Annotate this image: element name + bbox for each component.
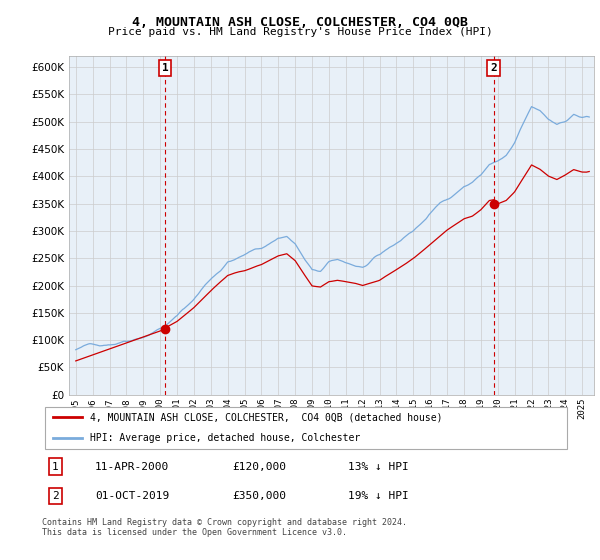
- Text: 2: 2: [52, 491, 59, 501]
- Text: £350,000: £350,000: [232, 491, 286, 501]
- Text: 4, MOUNTAIN ASH CLOSE, COLCHESTER, CO4 0QB: 4, MOUNTAIN ASH CLOSE, COLCHESTER, CO4 0…: [132, 16, 468, 29]
- Text: 4, MOUNTAIN ASH CLOSE, COLCHESTER,  CO4 0QB (detached house): 4, MOUNTAIN ASH CLOSE, COLCHESTER, CO4 0…: [89, 412, 442, 422]
- FancyBboxPatch shape: [44, 407, 568, 449]
- Text: 2: 2: [490, 63, 497, 73]
- Text: HPI: Average price, detached house, Colchester: HPI: Average price, detached house, Colc…: [89, 433, 360, 444]
- Text: Contains HM Land Registry data © Crown copyright and database right 2024.
This d: Contains HM Land Registry data © Crown c…: [42, 518, 407, 538]
- Text: 13% ↓ HPI: 13% ↓ HPI: [348, 461, 409, 472]
- Text: 19% ↓ HPI: 19% ↓ HPI: [348, 491, 409, 501]
- Text: Price paid vs. HM Land Registry's House Price Index (HPI): Price paid vs. HM Land Registry's House …: [107, 27, 493, 37]
- Text: 1: 1: [161, 63, 169, 73]
- Text: 1: 1: [52, 461, 59, 472]
- Text: £120,000: £120,000: [232, 461, 286, 472]
- Text: 01-OCT-2019: 01-OCT-2019: [95, 491, 169, 501]
- Text: 11-APR-2000: 11-APR-2000: [95, 461, 169, 472]
